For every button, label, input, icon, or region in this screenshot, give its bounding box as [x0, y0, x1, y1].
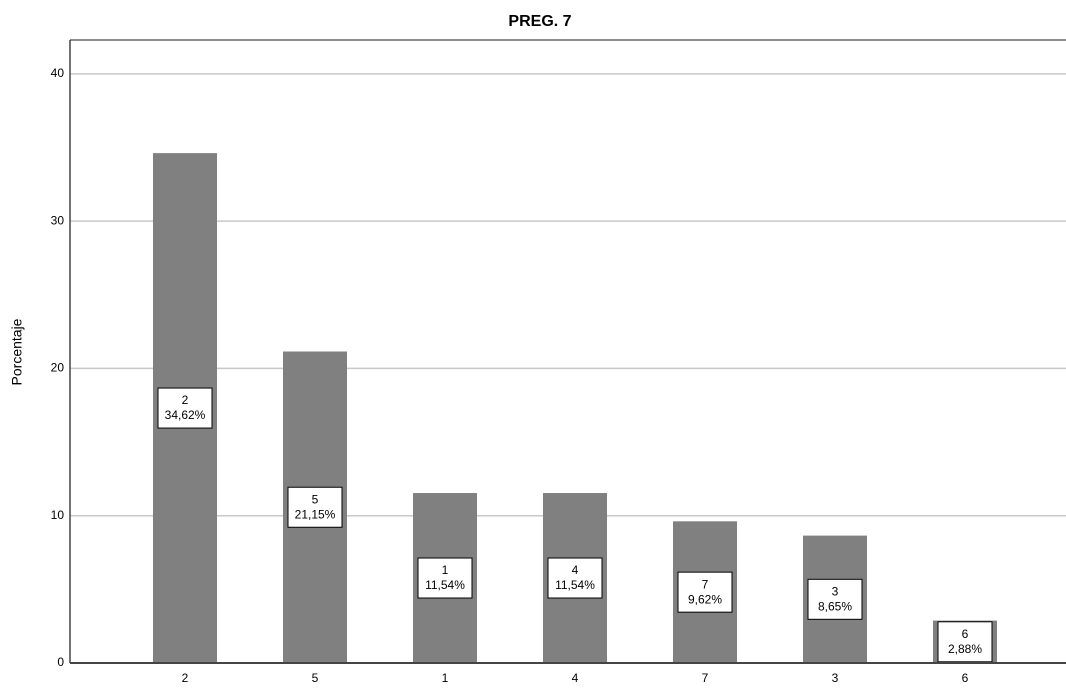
value-label-box — [157, 387, 213, 429]
x-tick-label: 6 — [962, 671, 969, 685]
value-label-category: 6 — [962, 627, 969, 641]
value-label-category: 7 — [702, 577, 709, 591]
value-label: 11,54% — [555, 578, 595, 592]
value-label-category: 5 — [312, 492, 319, 506]
y-tick-label: 20 — [51, 361, 65, 375]
y-tick-label: 10 — [51, 508, 65, 522]
x-tick-label: 3 — [832, 671, 839, 685]
value-label-category: 3 — [832, 584, 839, 598]
value-label-category: 1 — [442, 563, 449, 577]
value-label-box — [937, 621, 993, 663]
x-tick-label: 4 — [572, 671, 579, 685]
y-tick-label: 30 — [51, 213, 65, 227]
value-label: 34,62% — [165, 408, 206, 422]
value-label-category: 4 — [572, 563, 579, 577]
y-axis-label: Porcentaje — [9, 318, 25, 385]
x-tick-label: 1 — [442, 671, 449, 685]
x-tick-label: 7 — [702, 671, 709, 685]
x-tick-label: 2 — [182, 671, 189, 685]
value-label: 8,65% — [818, 599, 852, 613]
value-label-box — [547, 557, 603, 599]
value-label-box — [417, 557, 473, 599]
value-label-category: 2 — [182, 393, 189, 407]
y-tick-label: 0 — [57, 655, 64, 669]
value-label-box — [287, 486, 343, 528]
value-label: 2,88% — [948, 642, 982, 656]
value-label: 11,54% — [425, 578, 465, 592]
value-label-box — [677, 571, 733, 613]
value-label: 21,15% — [295, 507, 336, 521]
x-tick-label: 5 — [312, 671, 319, 685]
value-label-box — [807, 578, 863, 620]
value-label: 9,62% — [688, 592, 722, 606]
chart-title: PREG. 7 — [508, 13, 571, 30]
y-tick-label: 40 — [51, 66, 65, 80]
